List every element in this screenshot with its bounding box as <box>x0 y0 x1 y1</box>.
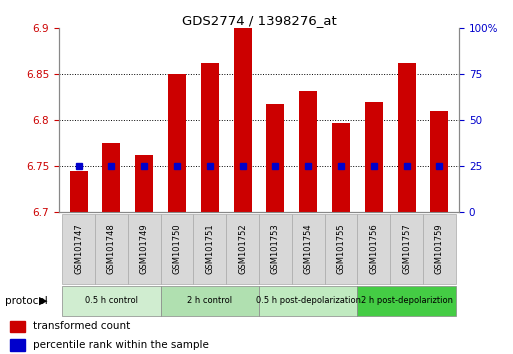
FancyBboxPatch shape <box>358 286 456 316</box>
Text: 0.5 h post-depolarization: 0.5 h post-depolarization <box>256 296 361 306</box>
Bar <box>168 74 186 212</box>
Text: 2 h post-depolariztion: 2 h post-depolariztion <box>361 296 452 306</box>
FancyBboxPatch shape <box>259 286 358 316</box>
FancyBboxPatch shape <box>358 214 390 284</box>
Text: GSM101752: GSM101752 <box>238 223 247 274</box>
Text: GSM101757: GSM101757 <box>402 223 411 274</box>
Text: GSM101750: GSM101750 <box>172 223 182 274</box>
Text: GSM101751: GSM101751 <box>205 223 214 274</box>
FancyBboxPatch shape <box>62 286 161 316</box>
Text: transformed count: transformed count <box>33 321 130 331</box>
Text: GSM101747: GSM101747 <box>74 223 83 274</box>
Bar <box>103 143 121 212</box>
Bar <box>135 155 153 212</box>
FancyBboxPatch shape <box>423 214 456 284</box>
Bar <box>233 28 252 212</box>
Text: GSM101748: GSM101748 <box>107 223 116 274</box>
FancyBboxPatch shape <box>325 214 358 284</box>
Text: ▶: ▶ <box>40 296 48 306</box>
Text: 2 h control: 2 h control <box>187 296 232 306</box>
Bar <box>201 63 219 212</box>
Text: 0.5 h control: 0.5 h control <box>85 296 138 306</box>
FancyBboxPatch shape <box>390 214 423 284</box>
Text: GSM101759: GSM101759 <box>435 223 444 274</box>
Bar <box>398 63 416 212</box>
Text: GSM101754: GSM101754 <box>304 223 313 274</box>
Text: GSM101756: GSM101756 <box>369 223 379 274</box>
FancyBboxPatch shape <box>161 286 259 316</box>
Title: GDS2774 / 1398276_at: GDS2774 / 1398276_at <box>182 14 337 27</box>
FancyBboxPatch shape <box>292 214 325 284</box>
FancyBboxPatch shape <box>226 214 259 284</box>
Bar <box>266 104 285 212</box>
Bar <box>10 321 25 332</box>
FancyBboxPatch shape <box>161 214 193 284</box>
Bar <box>332 123 350 212</box>
Bar <box>299 91 317 212</box>
Text: protocol: protocol <box>5 296 48 306</box>
Bar <box>430 111 448 212</box>
Bar <box>365 102 383 212</box>
Text: GSM101755: GSM101755 <box>337 223 346 274</box>
Bar <box>10 339 25 351</box>
FancyBboxPatch shape <box>95 214 128 284</box>
Bar <box>70 171 88 212</box>
FancyBboxPatch shape <box>128 214 161 284</box>
Text: GSM101749: GSM101749 <box>140 223 149 274</box>
Text: percentile rank within the sample: percentile rank within the sample <box>33 340 209 350</box>
Text: GSM101753: GSM101753 <box>271 223 280 274</box>
FancyBboxPatch shape <box>259 214 292 284</box>
FancyBboxPatch shape <box>193 214 226 284</box>
FancyBboxPatch shape <box>62 214 95 284</box>
